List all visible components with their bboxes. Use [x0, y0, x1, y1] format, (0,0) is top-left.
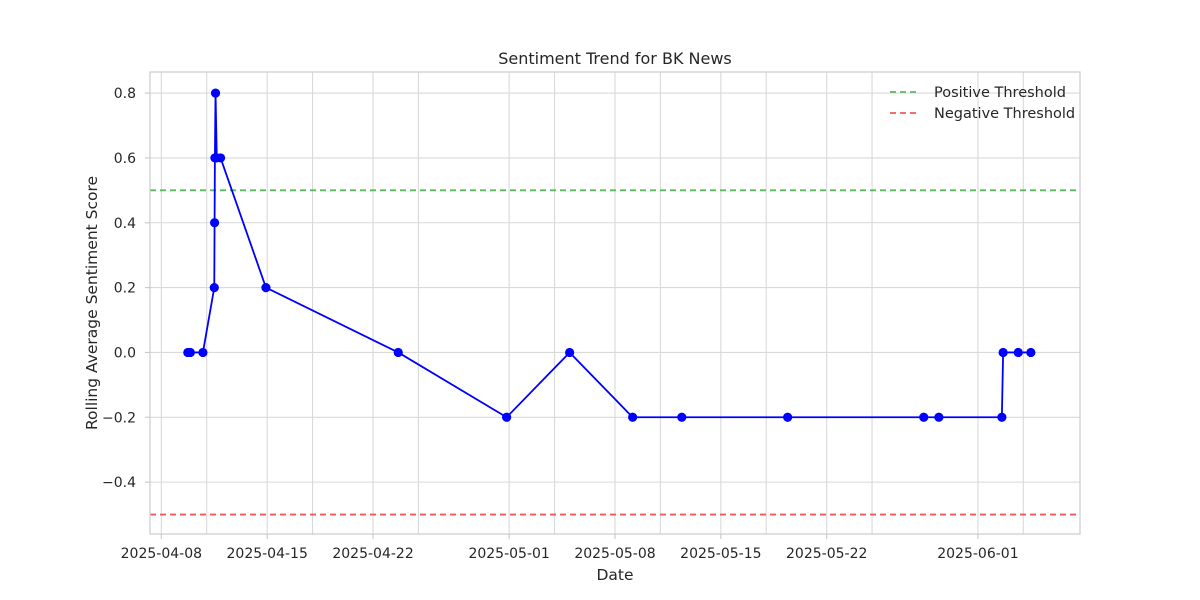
x-axis-label: Date — [596, 566, 633, 584]
data-point — [628, 412, 638, 422]
y-tick-label: 0.6 — [114, 151, 136, 167]
series — [183, 88, 1036, 422]
data-point — [565, 347, 575, 358]
data-point — [677, 412, 687, 422]
y-tick-label: −0.2 — [102, 410, 136, 426]
data-point — [209, 283, 219, 293]
y-tick-label: −0.4 — [102, 475, 136, 491]
y-tick-label: 0.8 — [114, 86, 136, 102]
data-point — [210, 88, 221, 98]
axis-ticks: 2025-04-08 2025-04-15 2025-04-22 2025-05-01… — [102, 86, 1019, 562]
y-tick-label: 0.4 — [114, 216, 136, 232]
data-point — [393, 347, 403, 358]
x-tick-label: 2025-04-15 — [227, 546, 308, 562]
data-point — [998, 347, 1008, 358]
data-point — [502, 412, 512, 422]
data-point — [261, 283, 271, 293]
data-point — [209, 218, 220, 228]
x-tick-label: 2025-05-01 — [468, 546, 549, 562]
y-tick-label: 0.2 — [114, 281, 136, 297]
data-point — [1026, 347, 1036, 358]
x-tick-label: 2025-04-22 — [332, 546, 413, 562]
x-tick-label: 2025-05-22 — [786, 546, 867, 562]
y-tick-label: 0.0 — [114, 345, 136, 361]
threshold-lines — [150, 189, 1080, 516]
data-point — [919, 412, 929, 422]
data-point — [198, 347, 208, 358]
data-point — [997, 412, 1007, 422]
series-line — [187, 92, 1031, 419]
legend: Positive Threshold Negative Threshold — [890, 85, 1075, 122]
x-tick-label: 2025-05-15 — [680, 546, 761, 562]
y-axis-label: Rolling Average Sentiment Score — [83, 176, 101, 430]
chart-title: Sentiment Trend for BK News — [498, 49, 732, 68]
legend-label-positive-threshold: Positive Threshold — [934, 85, 1066, 101]
x-tick-label: 2025-06-01 — [937, 546, 1018, 562]
data-point — [1013, 347, 1023, 358]
x-tick-label: 2025-05-08 — [574, 546, 655, 562]
data-point — [934, 412, 944, 422]
data-point — [783, 412, 793, 422]
data-point — [185, 347, 195, 358]
x-tick-label: 2025-04-08 — [121, 546, 202, 562]
grid — [150, 72, 1080, 534]
legend-label-negative-threshold: Negative Threshold — [934, 106, 1075, 122]
data-point — [215, 153, 226, 163]
